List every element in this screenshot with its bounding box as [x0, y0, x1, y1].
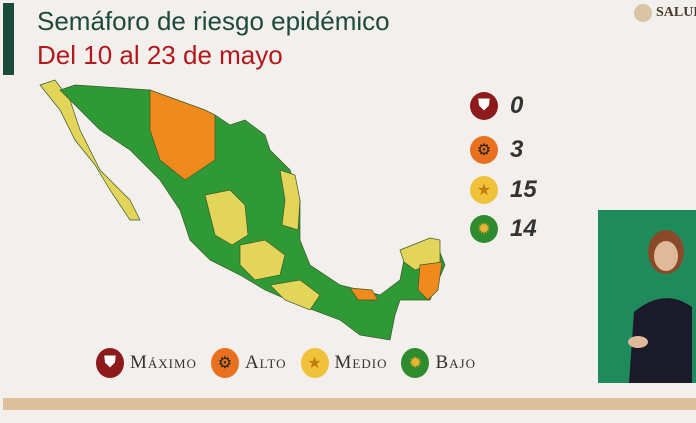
legend-medio: ★ Medio [300, 348, 388, 378]
footer-bar [3, 398, 696, 410]
legend-alto: ⚙ Alto [210, 348, 287, 378]
count-bajo: ✹ 14 [470, 215, 537, 243]
count-value: 14 [510, 215, 537, 242]
legend-label: Alto [244, 352, 287, 373]
star-icon: ★ [470, 176, 498, 204]
region-zacatecas [204, 189, 249, 246]
region-center [239, 239, 286, 281]
region-quintana-roo [417, 261, 443, 301]
sun-icon: ✹ [470, 215, 498, 243]
logo-text: SALUD [656, 5, 696, 20]
legend-label: Medio [334, 352, 388, 373]
sun-icon: ✹ [401, 348, 430, 378]
page-title: Semáforo de riesgo epidémico [37, 6, 390, 36]
count-alto: ⚙ 3 [470, 136, 523, 164]
legend-label: Máximo [130, 352, 197, 373]
page-subtitle: Del 10 al 23 de mayo [37, 40, 283, 70]
star-icon: ★ [300, 348, 329, 378]
interpreter-figure [628, 230, 692, 383]
salud-logo: SALUD [634, 4, 696, 22]
count-value: 3 [510, 136, 524, 163]
accent-bar [3, 3, 14, 75]
gear-icon: ⚙ [210, 348, 239, 378]
region-mainland [59, 84, 446, 341]
legend: ⛊ Máximo ⚙ Alto ★ Medio ✹ Bajo [96, 348, 476, 378]
count-value: 0 [510, 92, 524, 119]
seal-icon [634, 4, 652, 22]
legend-maximo: ⛊ Máximo [96, 348, 197, 378]
count-medio: ★ 15 [470, 176, 537, 204]
shield-icon: ⛊ [470, 92, 498, 120]
count-maximo: ⛊ 0 [470, 92, 523, 120]
legend-label: Bajo [435, 352, 476, 373]
legend-bajo: ✹ Bajo [401, 348, 476, 378]
region-tamaulipas [279, 169, 301, 231]
shield-icon: ⛊ [96, 348, 124, 378]
count-value: 15 [510, 176, 537, 203]
sign-language-interpreter-video [598, 210, 696, 383]
region-tabasco [349, 287, 379, 301]
gear-icon: ⚙ [470, 136, 498, 164]
region-chihuahua [149, 89, 216, 181]
region-guerrero [269, 279, 321, 311]
